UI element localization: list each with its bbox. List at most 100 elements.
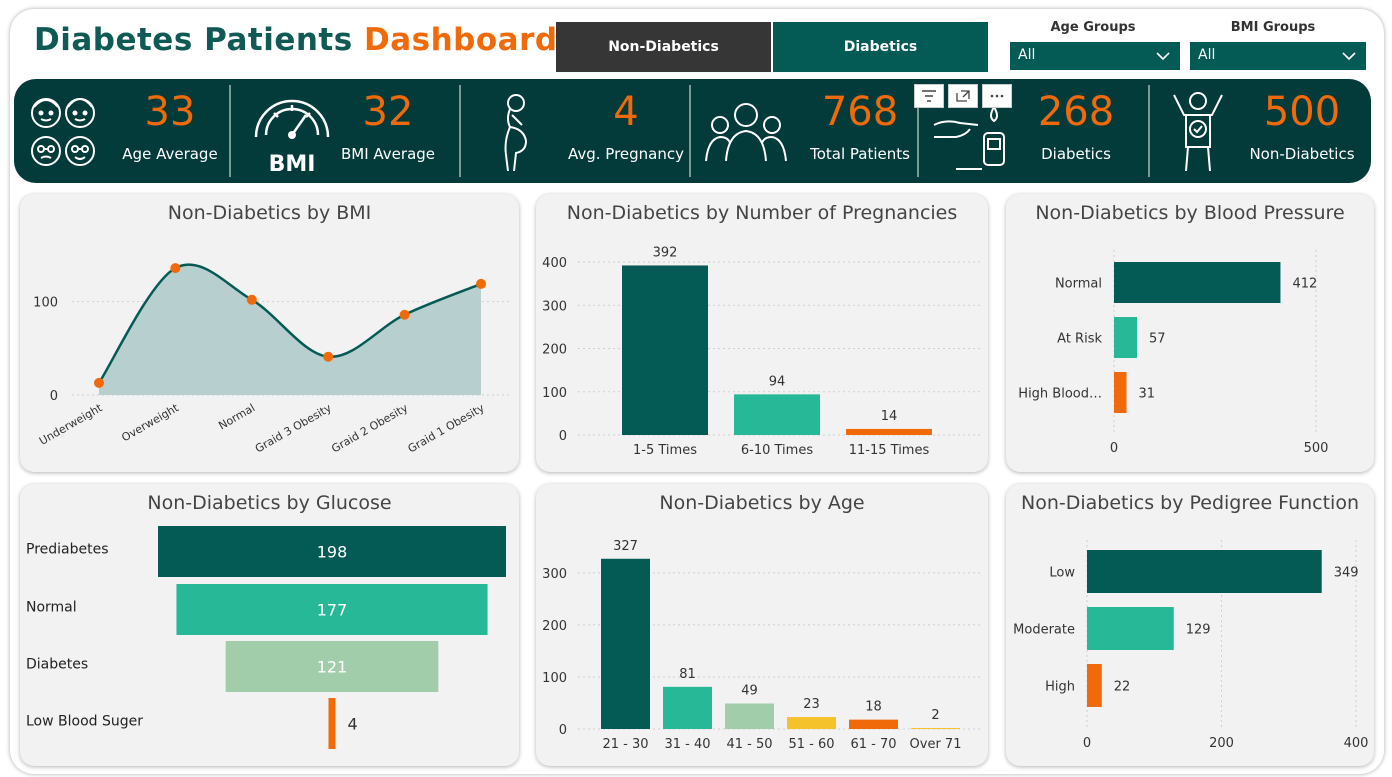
bar: [787, 717, 836, 729]
pedigree-bar-chart: 0 200 400 349 Low 129 Moderate 22 High: [1013, 540, 1369, 751]
x-tick-label: 0: [1110, 441, 1118, 456]
kpi-label: Non-Diabetics: [1249, 145, 1355, 163]
data-label: 349: [1334, 566, 1359, 581]
x-tick-label: 0: [1083, 736, 1091, 751]
data-label: 2: [931, 708, 939, 723]
bmi-groups-label: BMI Groups: [1230, 20, 1316, 35]
chart-title: Non-Diabetics by Glucose: [147, 492, 392, 514]
bar: [663, 686, 712, 729]
data-label: 81: [679, 667, 696, 682]
data-point: [170, 263, 181, 274]
chart-title: Non-Diabetics by Blood Pressure: [1035, 202, 1345, 224]
x-tick-label: 1-5 Times: [633, 443, 697, 458]
title-part-2: Dashboard: [364, 22, 558, 58]
filter-icon[interactable]: [914, 84, 944, 108]
x-tick-label: 31 - 40: [664, 737, 710, 752]
card-pedigree: Non-Diabetics by Pedigree Function 0 200 4…: [1006, 484, 1374, 766]
bmi-gauge-icon: BMI: [254, 99, 330, 177]
bar: [849, 719, 898, 729]
focus-mode-icon[interactable]: [948, 84, 978, 108]
kpi-label: Total Patients: [810, 145, 910, 163]
data-point: [399, 309, 410, 320]
more-options-icon[interactable]: [982, 84, 1012, 108]
y-tick-label: Moderate: [1013, 623, 1075, 638]
x-tick-label: Underweight: [37, 401, 105, 448]
data-label: 23: [803, 697, 820, 712]
bar: [1087, 550, 1322, 593]
x-tick-label: 61 - 70: [850, 737, 896, 752]
y-tick-label: Normal: [1055, 277, 1102, 292]
card-age: Non-Diabetics by Age 0 100 200 300 327 21 - 3…: [536, 484, 988, 766]
y-tick-label: 0: [559, 429, 567, 444]
age-bar-chart: 0 100 200 300 327 21 - 30 81 31 - 40 49 41 - 50 23…: [542, 539, 980, 752]
bar: [911, 727, 960, 729]
y-tick-label: 100: [542, 386, 567, 401]
data-label: 177: [317, 601, 348, 620]
x-tick-label: 400: [1344, 736, 1369, 751]
data-label: 94: [769, 374, 786, 389]
card-blood-pressure: Non-Diabetics by Blood Pressure 0 500 412 N…: [1006, 194, 1374, 472]
data-label: 198: [317, 543, 348, 562]
y-tick-label: 100: [33, 296, 58, 311]
patients-group-icon: [705, 103, 787, 162]
y-tick-label: High: [1045, 680, 1075, 695]
data-point: [323, 351, 334, 362]
age-groups-value: All: [1018, 47, 1036, 63]
kpi-divider: [917, 85, 919, 177]
x-tick-label: 500: [1304, 441, 1329, 456]
page-title: Diabetes Patients Dashboard: [34, 22, 558, 58]
x-tick-label: Graid 1 Obesity: [406, 401, 487, 455]
data-label: 4: [348, 715, 358, 734]
pregnancies-bar-chart: 0 100 200 300 400 392 1-5 Times 94 6-10 Times 14 1…: [542, 245, 980, 458]
kpi-value: 4: [613, 89, 639, 135]
data-label: 129: [1186, 623, 1211, 638]
chevron-down-icon: [1342, 52, 1356, 61]
tab-diabetics[interactable]: Diabetics: [773, 22, 988, 72]
bmi-groups-select[interactable]: All: [1190, 42, 1366, 70]
chart-title: Non-Diabetics by Pedigree Function: [1021, 492, 1359, 514]
data-label: 57: [1149, 332, 1166, 347]
card-bmi: Non-Diabetics by BMI 0 100 Underweight Over…: [20, 194, 519, 472]
kpi-value: 33: [144, 89, 196, 135]
data-label: 392: [653, 245, 678, 260]
y-tick-label: At Risk: [1057, 332, 1102, 347]
chart-title: Non-Diabetics by Age: [659, 492, 865, 514]
bar: [734, 394, 820, 435]
y-tick-label: Low: [1049, 566, 1075, 581]
pregnant-woman-icon: [504, 94, 528, 172]
healthy-person-icon: [1173, 92, 1223, 172]
kpi-value: 268: [1037, 89, 1115, 135]
x-tick-label: Graid 3 Obesity: [253, 401, 334, 455]
category-label: Low Blood Suger: [26, 714, 143, 730]
x-tick-label: Overweight: [119, 401, 181, 444]
kpi-label: Avg. Pregnancy: [567, 145, 684, 163]
bar: [1114, 262, 1281, 303]
y-tick-label: 300: [542, 567, 567, 582]
x-tick-label: Graid 2 Obesity: [329, 401, 410, 455]
kpi-value: 768: [821, 89, 899, 135]
x-tick-label: 21 - 30: [602, 737, 648, 752]
y-tick-label: 0: [559, 723, 567, 738]
y-tick-label: 300: [542, 299, 567, 314]
funnel-bar: [176, 584, 488, 635]
kpi-label: Diabetics: [1041, 145, 1111, 163]
age-groups-select[interactable]: All: [1010, 42, 1180, 70]
y-tick-label: High Blood…: [1018, 387, 1102, 402]
family-faces-icon: [31, 98, 95, 166]
kpi-value: 32: [362, 89, 414, 135]
funnel-bar: [328, 698, 336, 749]
glucose-meter-icon: [933, 106, 1005, 170]
visual-toolbar: [914, 84, 1012, 108]
tab-non-diabetics[interactable]: Non-Diabetics: [556, 22, 771, 72]
kpi-divider: [229, 85, 231, 177]
bar: [1114, 372, 1127, 413]
kpi-label: BMI Average: [340, 145, 436, 163]
kpi-bar: 33 Age Average BMI 32 BMI Average: [14, 79, 1371, 183]
data-label: 18: [865, 700, 882, 715]
kpi-value: 500: [1263, 89, 1341, 135]
category-label: Prediabetes: [26, 542, 109, 558]
glucose-funnel-chart: 198 Prediabetes 177 Normal 121 Diabetes 4 Low B…: [26, 526, 506, 749]
y-tick-label: 0: [50, 389, 58, 404]
data-point: [246, 294, 257, 305]
